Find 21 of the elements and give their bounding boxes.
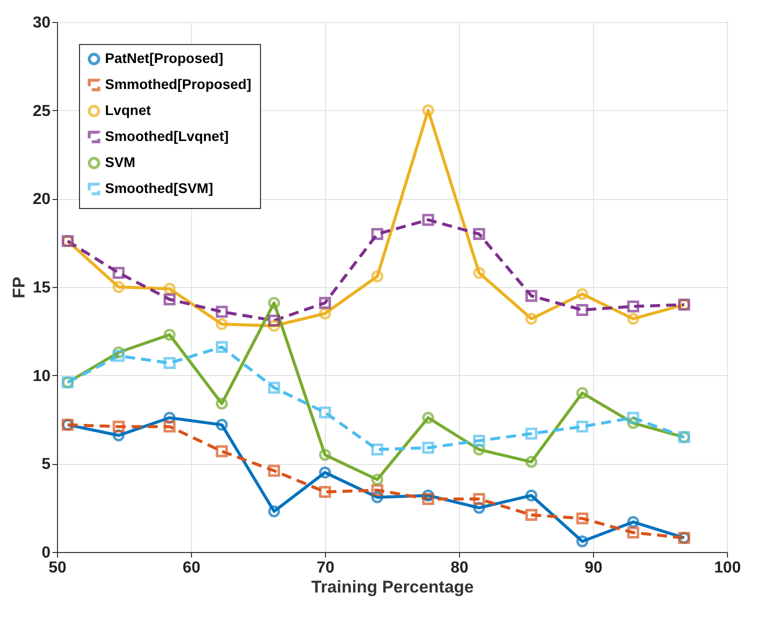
x-tick-label: 60 bbox=[182, 560, 200, 576]
y-tick-label: 0 bbox=[42, 544, 51, 562]
legend-label: PatNet[Proposed] bbox=[105, 50, 224, 66]
x-tick-label: 70 bbox=[316, 560, 334, 576]
x-tick-label: 50 bbox=[48, 560, 66, 576]
legend-label: Smoothed[SVM] bbox=[105, 180, 214, 196]
legend-label: Lvqnet bbox=[105, 102, 152, 118]
legend-label: SVM bbox=[105, 154, 136, 170]
x-tick-label: 90 bbox=[584, 560, 602, 576]
legend-label: Smmothed[Proposed] bbox=[105, 76, 252, 92]
y-tick-label: 30 bbox=[32, 14, 51, 32]
x-tick-label: 100 bbox=[714, 560, 741, 576]
y-tick-label: 5 bbox=[42, 456, 51, 474]
y-axis-title: FP bbox=[10, 276, 29, 298]
y-tick-label: 20 bbox=[32, 191, 51, 208]
y-tick-label: 15 bbox=[32, 280, 51, 296]
legend-label: Smoothed[Lvqnet] bbox=[105, 128, 229, 144]
y-tick-label: 10 bbox=[32, 368, 51, 385]
x-tick-label: 80 bbox=[450, 560, 468, 576]
x-axis-title: Training Percentage bbox=[311, 578, 474, 596]
y-tick-label: 25 bbox=[32, 102, 51, 120]
